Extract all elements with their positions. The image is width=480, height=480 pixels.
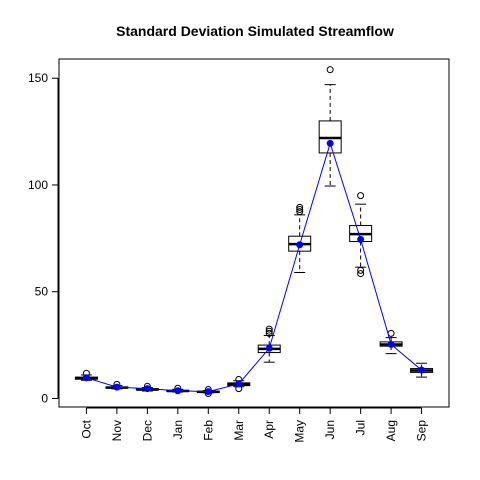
outlier-point: [326, 66, 334, 74]
x-tick-label: Jun: [323, 420, 337, 439]
y-tick-label: 150: [28, 71, 48, 85]
mean-point: [82, 374, 90, 382]
box-jul: [349, 192, 373, 278]
mean-point: [235, 380, 243, 388]
y-tick-label: 50: [35, 285, 49, 299]
x-tick-label: Oct: [79, 419, 93, 438]
mean-line: [86, 141, 422, 393]
mean-point: [113, 383, 121, 391]
x-tick-label: Feb: [201, 420, 215, 441]
x-tick-label: May: [293, 420, 307, 443]
outlier-point: [265, 325, 273, 333]
axes: 0 50 100 150 Oct Nov Dec Jan Feb Mar Apr May Jun Jul A…: [28, 58, 450, 443]
x-tick-label: Jan: [171, 420, 185, 439]
outlier-point: [296, 208, 304, 216]
mean-point: [204, 388, 212, 396]
x-tick-label: Sep: [415, 420, 429, 442]
outlier-point: [357, 270, 365, 278]
outlier-point: [296, 203, 304, 211]
mean-point: [174, 387, 182, 395]
chart-title: Standard Deviation Simulated Streamflow: [116, 23, 394, 39]
x-tick-label: Aug: [384, 420, 398, 441]
mean-point: [143, 385, 151, 393]
mean-series: [82, 139, 426, 396]
mean-point: [418, 366, 426, 374]
box-jun: [318, 66, 342, 187]
x-tick-label: Jul: [354, 420, 368, 435]
x-tick-label: Mar: [232, 420, 246, 441]
mean-point: [265, 344, 273, 352]
outlier-point: [265, 329, 273, 337]
x-tick-label: Nov: [110, 420, 124, 441]
boxes: [74, 66, 434, 398]
y-tick-label: 0: [41, 391, 48, 405]
mean-point: [357, 235, 365, 243]
outlier-point: [357, 266, 365, 274]
x-tick-label: Apr: [262, 420, 276, 439]
box-may: [288, 203, 312, 273]
y-tick-label: 100: [28, 178, 48, 192]
outlier-point: [357, 192, 365, 200]
mean-point: [326, 139, 334, 147]
x-tick-label: Dec: [140, 420, 154, 441]
outlier-point: [265, 327, 273, 335]
outlier-point: [296, 206, 304, 214]
mean-point: [387, 340, 395, 348]
mean-point: [296, 241, 304, 249]
plot-frame: [58, 58, 450, 408]
